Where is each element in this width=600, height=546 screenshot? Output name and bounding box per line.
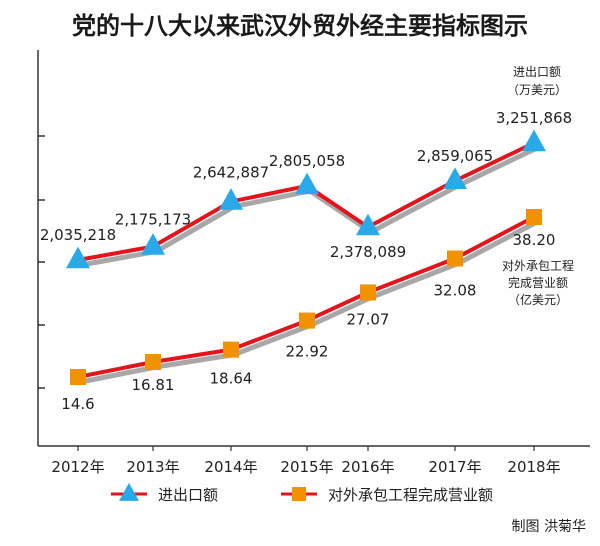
- series-2-unit-label: 对外承包工程: [502, 258, 574, 273]
- series-1-point: [66, 246, 90, 269]
- legend-marker-1: [119, 482, 139, 501]
- series-2-point: [70, 369, 86, 385]
- series-1-point: [522, 129, 546, 152]
- series-2-point: [145, 354, 161, 371]
- series-2-unit-label: 完成营业额: [508, 275, 568, 290]
- x-tick-label: 2018年: [507, 458, 560, 476]
- x-tick-label: 2016年: [341, 458, 394, 476]
- series-2-point: [223, 341, 239, 358]
- series-1-point: [219, 188, 243, 210]
- series-1-point: [141, 233, 165, 255]
- series-2-data-label: 32.08: [434, 281, 477, 299]
- series-2-point: [447, 250, 463, 267]
- credit-text: 制图 洪菊华: [511, 519, 586, 535]
- series-1-data-label: 2,805,058: [269, 152, 345, 170]
- series-1-unit-label: （万美元）: [507, 83, 567, 97]
- x-tick-label: 2017年: [428, 458, 481, 476]
- series-2-point: [299, 312, 315, 329]
- legend-label-1: 进出口额: [158, 486, 218, 504]
- series-2-point: [360, 284, 376, 301]
- series-2-data-label: 14.6: [61, 395, 94, 413]
- series-2-data-label: 16.81: [132, 376, 175, 394]
- series-2-data-label: 22.92: [286, 343, 329, 361]
- series-2-data-label: 38.20: [513, 231, 556, 249]
- x-tick-label: 2012年: [51, 458, 104, 476]
- series-1-data-label: 2,642,887: [193, 164, 269, 182]
- series-1-unit-label: 进出口额: [513, 65, 561, 79]
- series-1-point: [356, 213, 380, 236]
- series-2-data-label: 27.07: [347, 310, 390, 328]
- chart-title: 党的十八大以来武汉外贸外经主要指标图示: [72, 12, 528, 40]
- series-2-point: [526, 209, 542, 225]
- series-2-unit-label: （亿美元）: [508, 292, 568, 307]
- series-1-data-label: 3,251,868: [496, 109, 572, 127]
- series-1-point: [295, 172, 319, 195]
- x-tick-label: 2015年: [280, 458, 333, 476]
- series-1-data-label: 2,035,218: [40, 226, 116, 244]
- series-1-data-label: 2,175,173: [115, 211, 191, 229]
- legend-label-2: 对外承包工程完成营业额: [328, 486, 493, 504]
- legend-marker-2: [292, 487, 306, 501]
- series-1-data-label: 2,859,065: [417, 147, 493, 165]
- series-1-point: [443, 167, 467, 189]
- series-1-data-label: 2,378,089: [330, 243, 406, 261]
- series-2-data-label: 18.64: [210, 370, 253, 388]
- x-tick-label: 2013年: [126, 458, 179, 476]
- x-tick-label: 2014年: [204, 458, 257, 476]
